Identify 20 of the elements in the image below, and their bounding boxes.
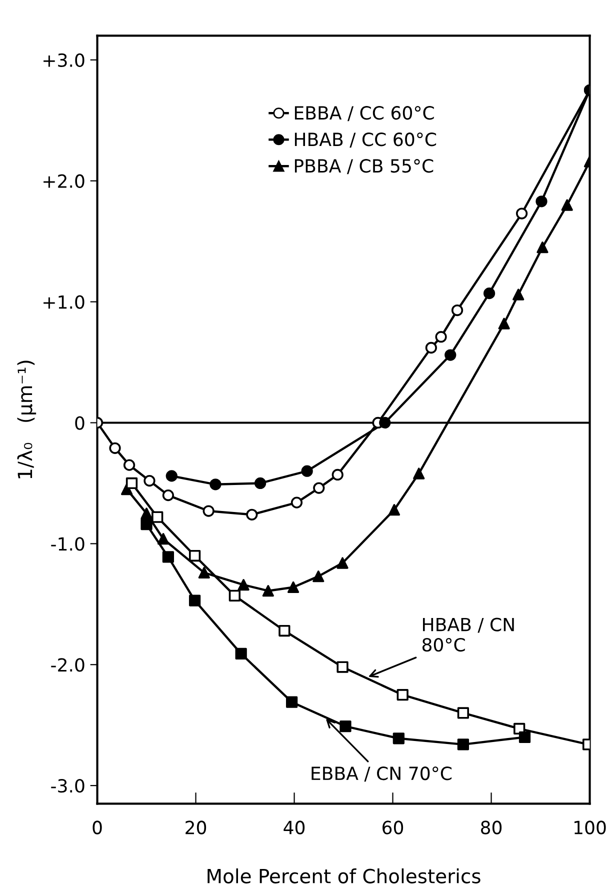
y-tick-label: -2.0 <box>51 658 84 672</box>
x-tick-label: 80 <box>481 820 502 834</box>
x-tick-label: 0 <box>92 820 102 834</box>
y-axis-title: 1/λ₀ (μm⁻¹) <box>17 360 36 478</box>
x-tick-label: 40 <box>284 820 305 834</box>
legend-label: EBBA / CC 60°C <box>294 106 434 122</box>
x-tick-label: 60 <box>382 820 404 834</box>
y-tick-label: 0 <box>75 416 84 430</box>
y-tick-label: -3.0 <box>51 779 84 793</box>
y-tick-label: -1.0 <box>51 537 84 551</box>
x-tick-label: 20 <box>186 820 206 834</box>
legend-label: PBBA / CB 55°C <box>294 159 434 174</box>
annotation: EBBA / CN 70°C <box>312 766 452 782</box>
x-axis-title: Mole Percent of Cholesterics <box>208 868 480 884</box>
y-tick-label: +2.0 <box>44 174 84 188</box>
legend-label: HBAB / CC 60°C <box>294 132 436 148</box>
x-tick-label: 100 <box>574 820 606 834</box>
y-tick-label: +1.0 <box>44 295 84 309</box>
y-tick-label: +3.0 <box>44 53 84 68</box>
annotation: HBAB / CN 80°C <box>422 618 514 652</box>
